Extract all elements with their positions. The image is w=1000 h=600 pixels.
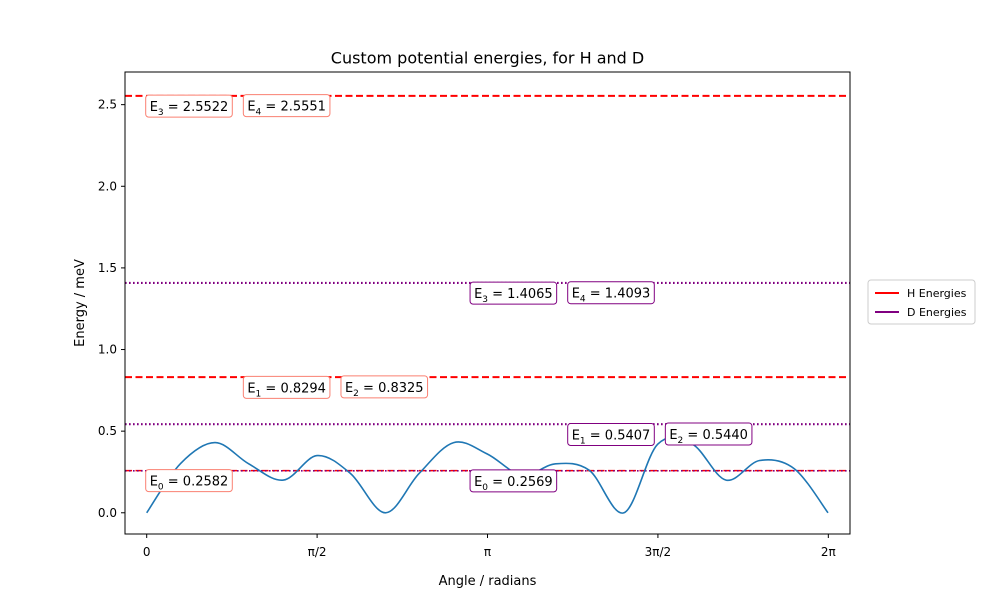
energy-label: E3 = 1.4065 [469,281,558,305]
energy-label-text: E1 = 0.5407 [572,429,651,447]
energy-label-box [145,94,233,118]
energy-label-box [242,94,331,118]
energy-label: E1 = 0.8294 [242,375,331,399]
energy-label-text: E2 = 0.8325 [345,381,424,399]
y-tick-label: 2.5 [98,98,117,112]
y-axis-label: Energy / meV [73,259,88,347]
energy-label-box [340,375,429,399]
chart-title: Custom potential energies, for H and D [331,49,644,68]
y-tick-label: 0.0 [98,506,117,520]
energy-label-box [567,423,655,447]
energy-label-box [145,469,233,493]
energy-label: E4 = 2.5551 [242,94,331,118]
energy-label-box [567,281,655,305]
y-axis-ticks: 0.0 0.5 1.0 1.5 2.0 2.5 [98,98,125,520]
y-tick-label: 0.5 [98,424,117,438]
energy-label: E3 = 2.5522 [145,94,233,118]
energy-label-box [664,422,753,446]
x-tick-label: 2π [821,545,836,559]
y-tick-label: 2.0 [98,179,117,193]
energy-label-text: E1 = 0.8294 [247,381,326,399]
energy-label: E2 = 0.8325 [340,375,429,399]
legend-label: D Energies [907,306,967,319]
energy-label-text: E4 = 1.4093 [572,287,651,305]
energy-label-text: E2 = 0.5440 [669,428,748,446]
x-axis-label: Angle / radians [439,574,537,589]
energy-label-text: E0 = 0.2582 [150,475,229,493]
y-tick-label: 1.0 [98,343,117,357]
energy-label-box [469,469,558,493]
legend: H Energies D Energies [867,279,976,325]
energy-label-text: E3 = 2.5522 [150,100,229,118]
energy-label-text: E4 = 2.5551 [247,100,326,118]
x-tick-label: π [484,545,491,559]
potential-curve [146,436,829,514]
legend-label: H Energies [907,287,967,300]
x-axis-ticks: 0 π/2 π 3π/2 2π [143,534,836,559]
x-tick-label: π/2 [308,545,327,559]
energy-label: E2 = 0.5440 [664,422,753,446]
energy-label: E0 = 0.2569 [469,469,558,493]
energy-label-box [242,375,331,399]
y-tick-label: 1.5 [98,261,117,275]
energy-label-box [469,281,558,305]
energy-label-text: E0 = 0.2569 [474,475,553,493]
energy-labels: E0 = 0.2582 E1 = 0.8294 E2 = 0.8325 E3 = 2.… [145,94,753,493]
energy-label-text: E3 = 1.4065 [474,287,553,305]
x-tick-label: 3π/2 [645,545,672,559]
energy-label: E1 = 0.5407 [567,423,655,447]
energy-label: E4 = 1.4093 [567,281,655,305]
potential-curve-group [146,436,829,514]
x-tick-label: 0 [143,545,151,559]
energy-label: E0 = 0.2582 [145,469,233,493]
